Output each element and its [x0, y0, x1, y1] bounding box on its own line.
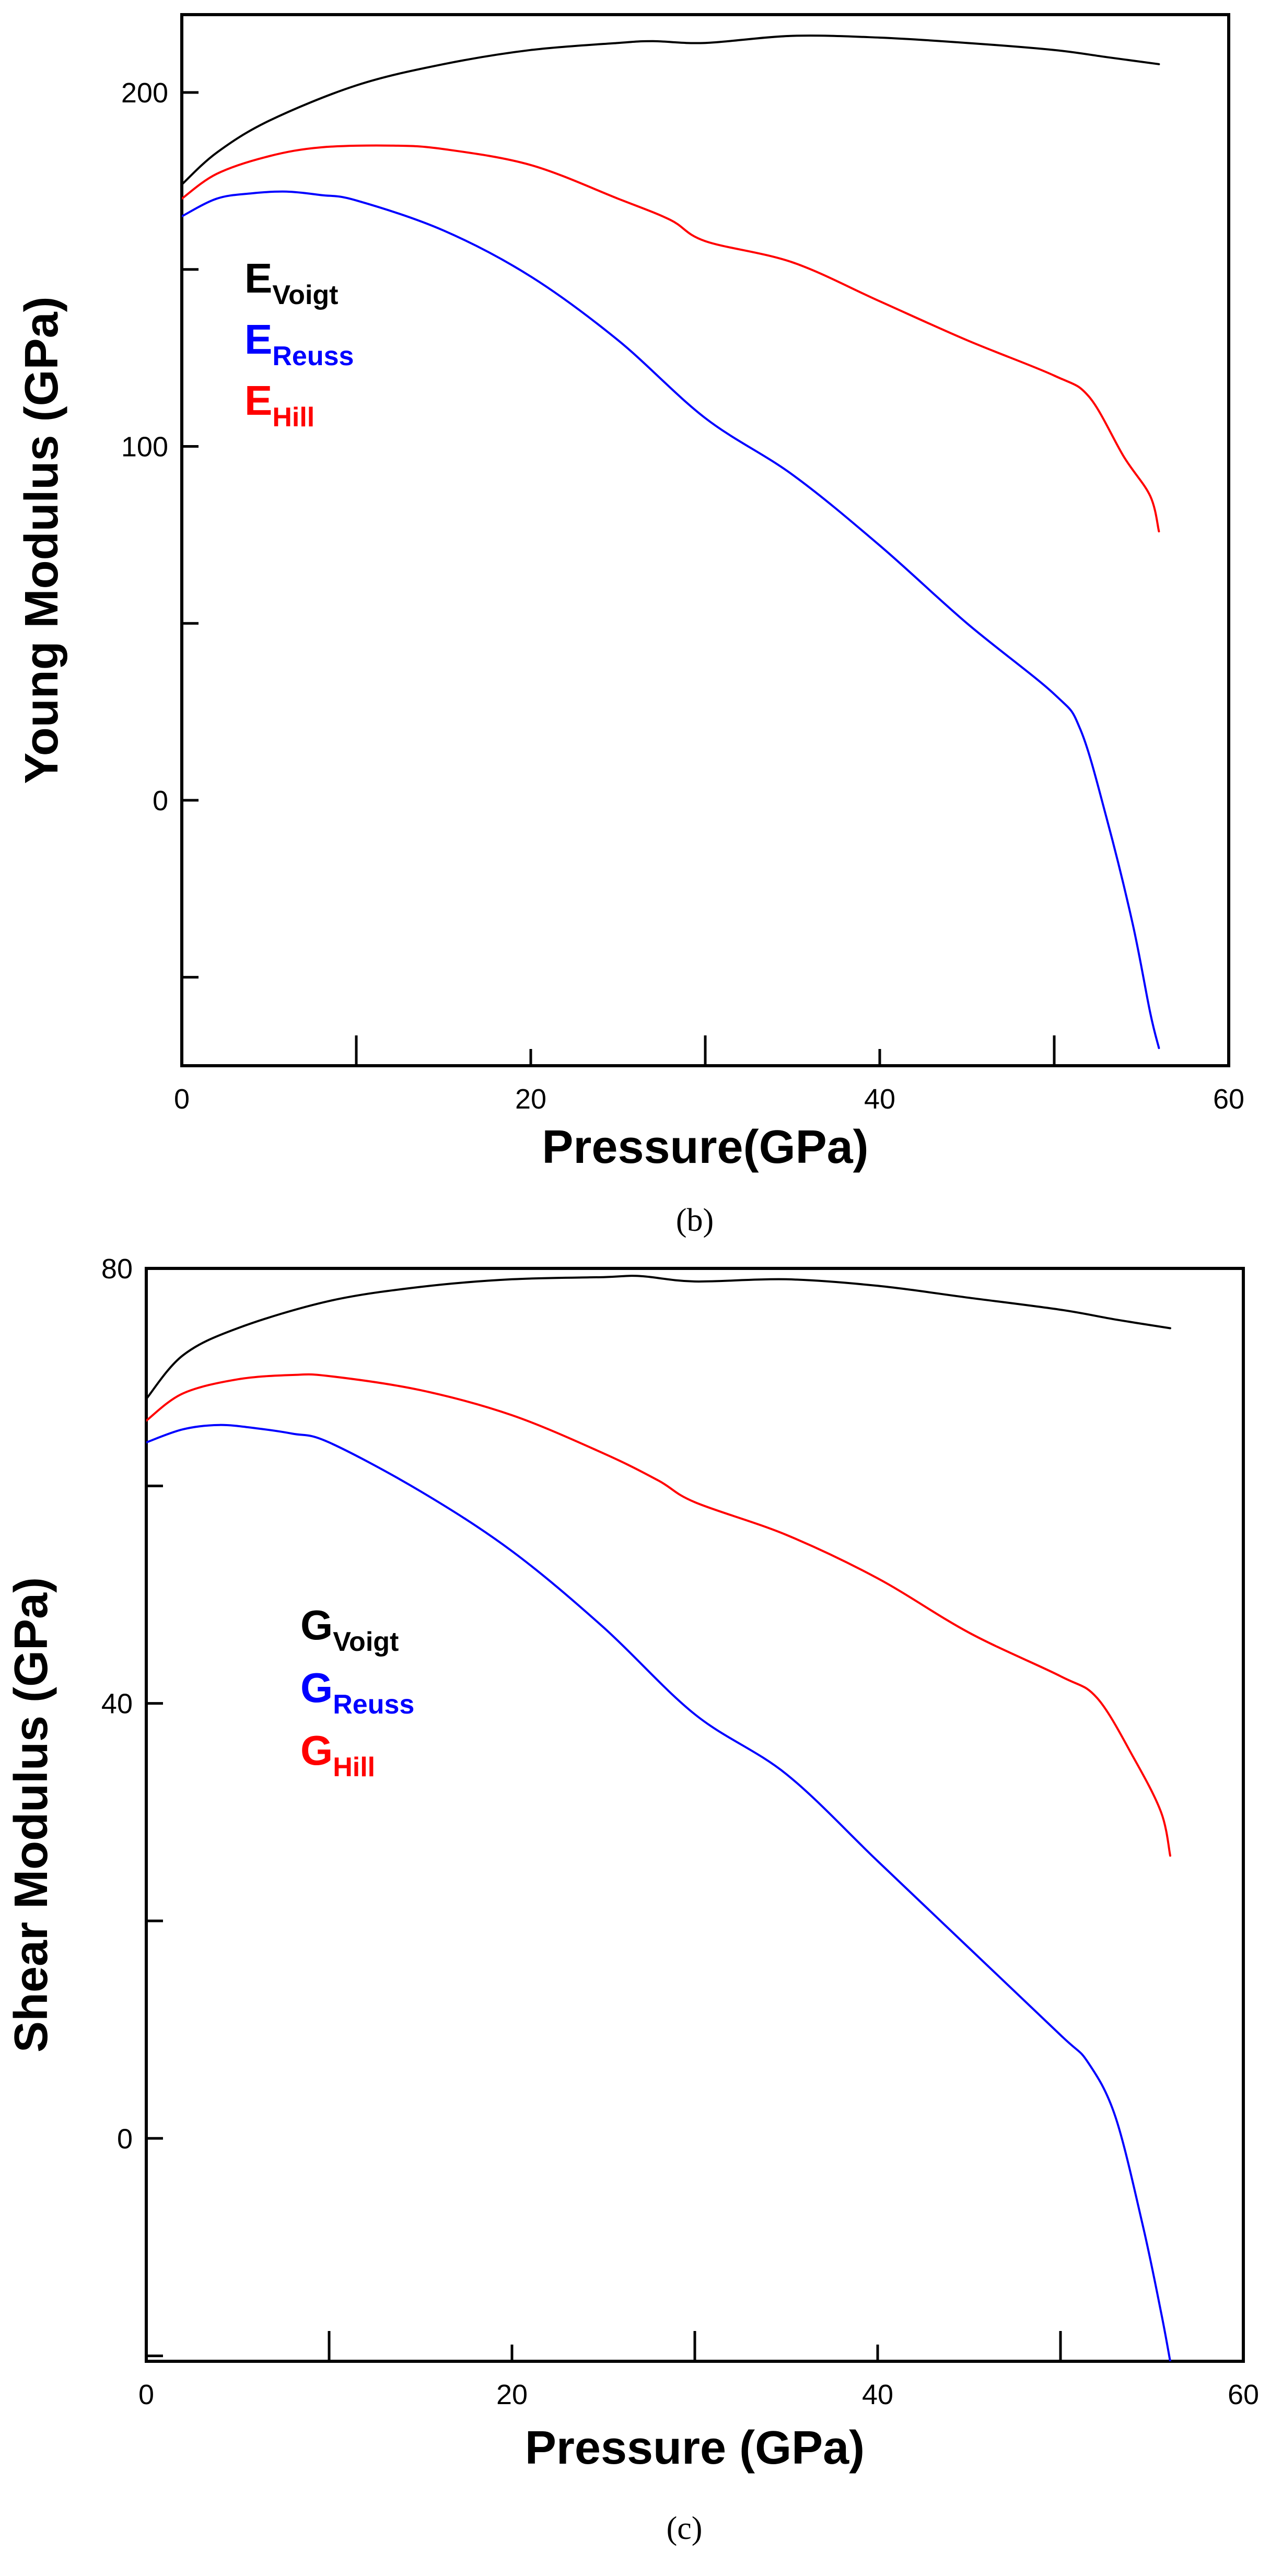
legend-entry-hill: GHill — [300, 1727, 375, 1782]
y-tick-label: 0 — [117, 2123, 133, 2154]
legend-subscript: Hill — [272, 402, 314, 433]
legend-symbol: E — [244, 255, 272, 301]
y-axis-title: Shear Modulus (GPa) — [5, 1577, 57, 2053]
legend-symbol: E — [244, 377, 272, 424]
legend-symbol: G — [300, 1602, 333, 1648]
legend-entry-reuss: EReuss — [244, 316, 354, 371]
series-line-reuss — [146, 1424, 1171, 2361]
legend-symbol: G — [300, 1727, 333, 1774]
plot-frame — [145, 1267, 1245, 2363]
y-tick-label: 200 — [121, 77, 168, 109]
legend-symbol: G — [300, 1664, 333, 1711]
x-tick-label: 0 — [174, 1083, 190, 1115]
x-tick-label: 60 — [1213, 1083, 1244, 1115]
y-tick-label: 0 — [153, 785, 168, 817]
panel-label: (b) — [676, 1203, 714, 1238]
series-line-hill — [146, 1373, 1171, 1857]
legend-entry-voigt: GVoigt — [300, 1602, 399, 1657]
y-tick-label: 40 — [101, 1688, 133, 1720]
legend-entry-reuss: GReuss — [300, 1664, 414, 1720]
legend-subscript: Voigt — [272, 280, 338, 310]
series-line-hill — [182, 144, 1160, 533]
x-axis-title: Pressure(GPa) — [542, 1121, 868, 1173]
legend-subscript: Hill — [333, 1752, 375, 1782]
y-tick-label: 80 — [101, 1253, 133, 1285]
series-line-voigt — [146, 1275, 1171, 1400]
chart-panel-1: 0 20 40 60 0 40 80 Pressure (GPa) Shear Modulus … — [5, 1253, 1259, 2546]
chart-panel-0: 0 20 40 60 0 100 200 Pressure(GPa) Young Modulus… — [16, 13, 1244, 1238]
legend-subscript: Reuss — [272, 341, 354, 371]
legend-symbol: E — [244, 316, 272, 363]
legend-subscript: Voigt — [333, 1627, 399, 1657]
legend-entry-voigt: EVoigt — [244, 255, 338, 310]
legend-subscript: Reuss — [333, 1689, 414, 1720]
x-tick-label: 40 — [862, 2379, 893, 2410]
x-tick-label: 60 — [1228, 2379, 1259, 2410]
y-axis-title: Young Modulus (GPa) — [16, 296, 68, 784]
plot-frame — [180, 13, 1230, 1067]
x-tick-label: 20 — [496, 2379, 528, 2410]
y-tick-label: 100 — [121, 431, 168, 462]
legend-entry-hill: EHill — [244, 377, 314, 433]
x-axis-title: Pressure (GPa) — [525, 2422, 865, 2474]
x-tick-label: 20 — [515, 1083, 546, 1115]
panel-label: (c) — [667, 2511, 703, 2546]
series-line-reuss — [182, 190, 1160, 1050]
series-line-voigt — [182, 34, 1160, 186]
x-tick-label: 40 — [864, 1083, 895, 1115]
x-tick-label: 0 — [138, 2379, 154, 2410]
